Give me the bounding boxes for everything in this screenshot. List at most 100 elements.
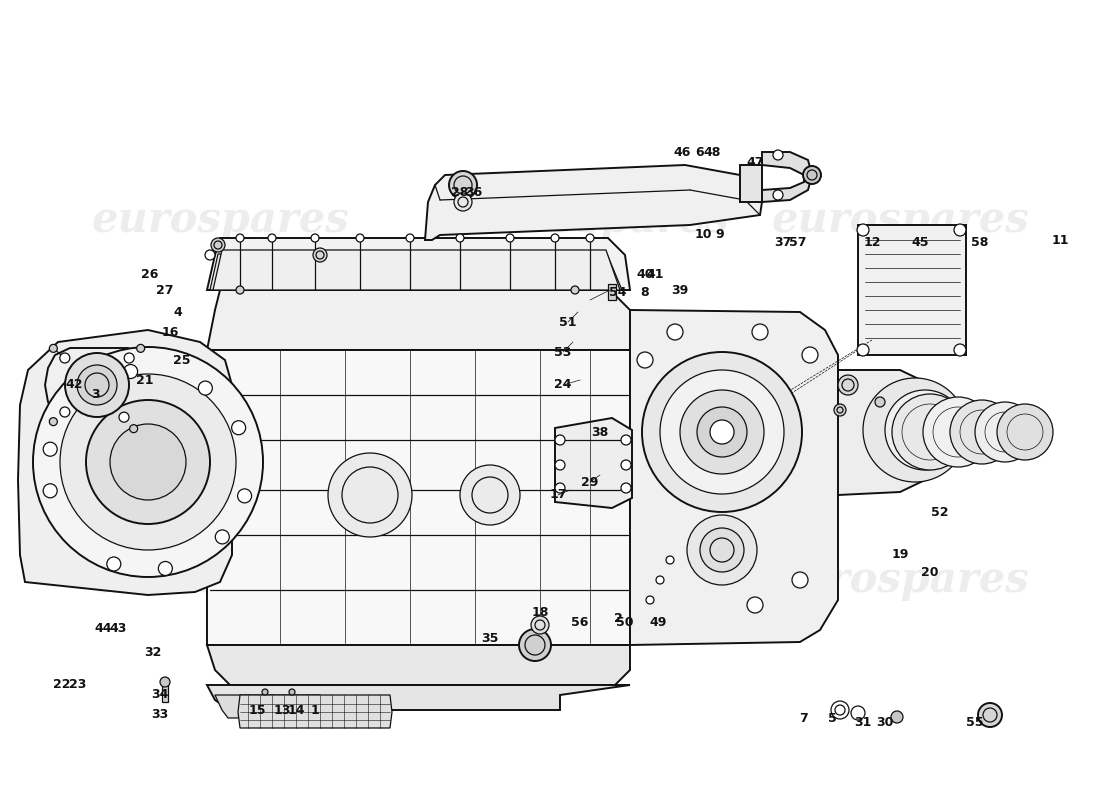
Text: 13: 13 — [273, 703, 290, 717]
Text: 56: 56 — [571, 615, 588, 629]
Text: 40: 40 — [636, 269, 653, 282]
Text: eurospares: eurospares — [771, 559, 1028, 601]
Circle shape — [406, 234, 414, 242]
Circle shape — [77, 365, 117, 405]
Text: 55: 55 — [966, 715, 983, 729]
Circle shape — [311, 234, 319, 242]
Text: 22: 22 — [53, 678, 70, 691]
Circle shape — [519, 629, 551, 661]
Circle shape — [77, 386, 90, 400]
Circle shape — [551, 234, 559, 242]
Text: 53: 53 — [554, 346, 572, 358]
Circle shape — [289, 689, 295, 695]
Circle shape — [857, 224, 869, 236]
Circle shape — [954, 344, 966, 356]
Circle shape — [43, 442, 57, 456]
Text: 43: 43 — [109, 622, 126, 634]
Text: 46: 46 — [673, 146, 691, 158]
Circle shape — [923, 397, 993, 467]
Circle shape — [666, 556, 674, 564]
Text: eurospares: eurospares — [91, 199, 349, 241]
Circle shape — [454, 193, 472, 211]
Circle shape — [874, 397, 886, 407]
Text: eurospares: eurospares — [91, 559, 349, 601]
Text: 8: 8 — [640, 286, 649, 298]
Circle shape — [656, 576, 664, 584]
Text: 25: 25 — [174, 354, 190, 366]
Text: 35: 35 — [482, 631, 498, 645]
Circle shape — [747, 597, 763, 613]
Polygon shape — [207, 645, 630, 685]
Circle shape — [449, 171, 477, 199]
Polygon shape — [630, 310, 838, 645]
Circle shape — [621, 435, 631, 445]
Circle shape — [857, 344, 869, 356]
Circle shape — [158, 562, 173, 575]
Polygon shape — [207, 685, 630, 710]
Circle shape — [268, 234, 276, 242]
Circle shape — [262, 689, 268, 695]
Text: 45: 45 — [911, 235, 928, 249]
Text: 5: 5 — [827, 711, 836, 725]
Polygon shape — [18, 330, 232, 595]
Circle shape — [773, 190, 783, 200]
Text: 21: 21 — [136, 374, 154, 386]
Circle shape — [697, 407, 747, 457]
Circle shape — [236, 234, 244, 242]
Circle shape — [160, 677, 170, 687]
Text: 54: 54 — [609, 286, 627, 298]
Circle shape — [238, 489, 252, 503]
Text: 23: 23 — [69, 678, 87, 691]
Circle shape — [556, 483, 565, 493]
Circle shape — [123, 365, 138, 378]
Circle shape — [130, 425, 138, 433]
Text: 16: 16 — [162, 326, 178, 338]
Polygon shape — [207, 238, 630, 290]
Text: 42: 42 — [65, 378, 82, 391]
Circle shape — [952, 426, 959, 434]
Circle shape — [356, 234, 364, 242]
Circle shape — [531, 616, 549, 634]
Circle shape — [830, 701, 849, 719]
Circle shape — [646, 596, 654, 604]
Text: 38: 38 — [592, 426, 608, 438]
Text: 58: 58 — [971, 235, 989, 249]
Text: 24: 24 — [554, 378, 572, 391]
Text: 51: 51 — [559, 315, 576, 329]
Circle shape — [680, 390, 764, 474]
Polygon shape — [207, 350, 630, 645]
Text: 48: 48 — [703, 146, 720, 158]
Circle shape — [908, 402, 962, 458]
Circle shape — [59, 407, 69, 417]
Circle shape — [314, 248, 327, 262]
Circle shape — [621, 460, 631, 470]
Text: 11: 11 — [1052, 234, 1069, 246]
Circle shape — [211, 238, 226, 252]
Text: 44: 44 — [95, 622, 112, 634]
Circle shape — [950, 400, 1014, 464]
Bar — [608, 284, 616, 300]
Circle shape — [700, 528, 744, 572]
Circle shape — [891, 711, 903, 723]
Circle shape — [864, 378, 967, 482]
Circle shape — [957, 422, 974, 438]
Circle shape — [851, 706, 865, 720]
Circle shape — [198, 381, 212, 395]
Text: 17: 17 — [549, 489, 566, 502]
Circle shape — [571, 286, 579, 294]
Polygon shape — [238, 695, 392, 728]
Polygon shape — [45, 348, 150, 418]
Bar — [162, 684, 168, 702]
Text: 34: 34 — [152, 689, 168, 702]
Text: 15: 15 — [249, 703, 266, 717]
Text: 27: 27 — [156, 283, 174, 297]
Text: 41: 41 — [647, 269, 663, 282]
Circle shape — [50, 418, 57, 426]
Circle shape — [50, 344, 57, 352]
Text: 37: 37 — [774, 235, 792, 249]
Circle shape — [506, 234, 514, 242]
Circle shape — [642, 352, 802, 512]
Polygon shape — [762, 152, 812, 202]
Text: eurospares: eurospares — [771, 199, 1028, 241]
Circle shape — [886, 390, 965, 470]
